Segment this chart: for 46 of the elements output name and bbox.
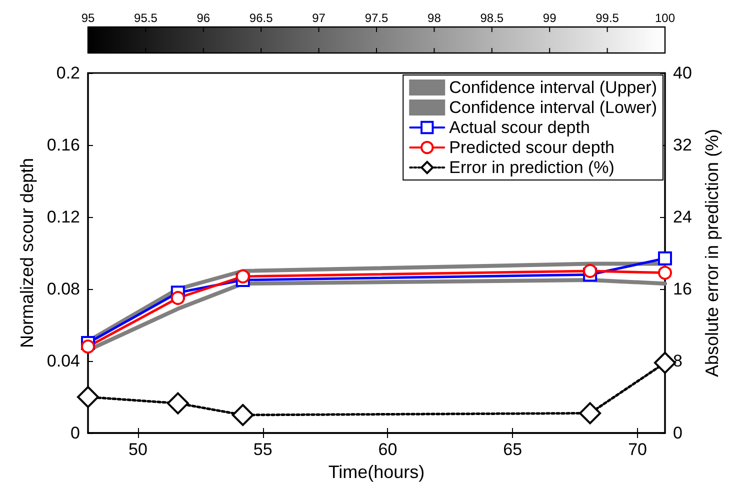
point bbox=[166, 392, 189, 414]
color-bar-label: 97.5 bbox=[364, 11, 388, 25]
legend-label: Confidence interval (Upper) bbox=[449, 78, 658, 97]
point bbox=[236, 269, 250, 284]
color-bar-label: 100 bbox=[654, 11, 676, 25]
y-tick-label: 0 bbox=[70, 424, 80, 442]
point bbox=[77, 386, 99, 408]
y2-tick-label: 40 bbox=[673, 64, 692, 82]
x-axis-title: Time(hours) bbox=[328, 462, 425, 482]
color-bar-label: 96 bbox=[196, 11, 210, 25]
y-tick-label: 0.12 bbox=[46, 208, 80, 226]
point bbox=[579, 402, 602, 424]
color-bar-label: 95.5 bbox=[134, 11, 158, 25]
color-bar-label: 97 bbox=[312, 11, 326, 25]
legend-label: Actual scour depth bbox=[449, 118, 590, 137]
point bbox=[658, 266, 672, 280]
color-bar-label: 98 bbox=[428, 11, 442, 25]
point bbox=[658, 251, 672, 266]
legend-label: Error in prediction (%) bbox=[449, 158, 614, 177]
point bbox=[170, 291, 185, 305]
color-bar-label: 96.5 bbox=[249, 11, 274, 25]
legend-label: Predicted scour depth bbox=[449, 138, 615, 157]
y-tick-label: 0.08 bbox=[46, 280, 80, 298]
color-bar-label: 99 bbox=[542, 11, 557, 25]
point bbox=[583, 264, 598, 278]
x-tick-label: 60 bbox=[378, 440, 398, 459]
y2-tick-label: 32 bbox=[673, 136, 692, 154]
y2-tick-label: 16 bbox=[673, 280, 692, 298]
point bbox=[654, 352, 676, 374]
x-tick-label: 70 bbox=[628, 440, 647, 459]
color-bar-label: 98.5 bbox=[480, 11, 504, 25]
x-tick-label: 50 bbox=[128, 440, 148, 459]
y-axis-title: Normalized scour depth bbox=[17, 158, 37, 348]
point bbox=[81, 340, 95, 354]
x-tick-label: 55 bbox=[253, 440, 272, 459]
y-tick-label: 0.16 bbox=[46, 136, 80, 154]
legend-label: Confidence interval (Lower) bbox=[449, 98, 658, 117]
point bbox=[232, 404, 254, 426]
y-tick-label: 0.2 bbox=[56, 64, 80, 82]
y2-axis-title: Absolute error in prediction (%) bbox=[702, 128, 722, 378]
color-bar-label: 99.5 bbox=[596, 11, 620, 25]
y2-tick-label: 0 bbox=[673, 424, 682, 442]
x-tick-label: 65 bbox=[503, 440, 522, 459]
color-bar-label: 95 bbox=[81, 11, 95, 25]
y-tick-label: 0.04 bbox=[46, 352, 80, 370]
y2-tick-label: 24 bbox=[673, 208, 692, 226]
